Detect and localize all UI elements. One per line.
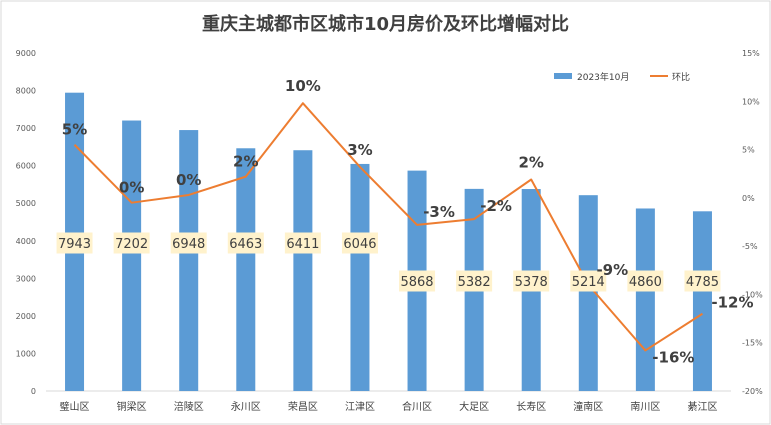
right-axis-tick-label: -10% xyxy=(742,290,763,299)
bar-value-label: 4785 xyxy=(686,275,719,290)
x-axis-category-label: 涪陵区 xyxy=(174,400,204,413)
bar-value-label: 7943 xyxy=(58,237,91,252)
x-axis-category-label: 璧山区 xyxy=(60,400,90,413)
bar-value-label: 5378 xyxy=(515,275,548,290)
line-data-label: -3% xyxy=(423,203,455,221)
bar-value-label-bg xyxy=(570,270,607,292)
bar-value-label-bg xyxy=(513,270,550,292)
bar xyxy=(122,120,142,391)
bar-value-label-bg xyxy=(684,270,721,292)
bar-value-label: 5382 xyxy=(458,275,491,290)
line-data-label: 2% xyxy=(233,153,258,171)
x-axis-category-label: 铜梁区 xyxy=(117,400,147,413)
line-data-label: -16% xyxy=(652,348,694,366)
bar-value-label-bg xyxy=(399,270,436,292)
left-axis-tick-label: 8000 xyxy=(16,87,36,96)
bar-value-label-bg xyxy=(341,232,378,254)
legend-label-line: 环比 xyxy=(672,71,690,83)
bar-value-label: 6948 xyxy=(172,237,205,252)
bar xyxy=(293,150,313,391)
left-axis-tick-label: 1000 xyxy=(16,349,36,358)
bar-value-label: 6463 xyxy=(229,237,262,252)
left-axis-tick-label: 3000 xyxy=(16,274,36,283)
bar-value-label-bg xyxy=(284,232,321,254)
bar-value-label: 5214 xyxy=(572,275,605,290)
left-axis-tick-label: 6000 xyxy=(16,162,36,171)
line-data-label: -2% xyxy=(480,197,512,215)
line-data-label: 0% xyxy=(176,171,201,189)
right-axis-tick-label: -20% xyxy=(742,387,763,396)
x-axis-category-label: 江津区 xyxy=(345,401,375,413)
bar-value-label-bg xyxy=(56,232,93,254)
left-axis-tick-label: 0 xyxy=(31,387,36,396)
line-data-label: -9% xyxy=(596,261,628,279)
bar-value-label-bg xyxy=(227,232,264,254)
bar-value-label-bg xyxy=(170,232,207,254)
bar-value-label-bg xyxy=(113,232,150,254)
right-axis-tick-label: 15% xyxy=(742,49,760,58)
bar-value-label: 5868 xyxy=(400,275,433,290)
line-data-label: 0% xyxy=(119,179,144,197)
bar-value-label-bg xyxy=(456,270,493,292)
x-axis-category-label: 长寿区 xyxy=(516,400,546,413)
left-axis-tick-label: 9000 xyxy=(16,49,36,58)
bar xyxy=(578,195,598,391)
x-axis-category-label: 大足区 xyxy=(459,400,489,413)
x-axis-category-label: 合川区 xyxy=(402,400,432,413)
legend-swatch-bar xyxy=(554,73,572,79)
right-axis-tick-label: 0% xyxy=(742,194,755,203)
line-data-label: 10% xyxy=(285,77,321,95)
line-series-mom xyxy=(73,102,703,352)
chart-title: 重庆主城都市区城市10月房价及环比增幅对比 xyxy=(201,14,570,35)
bar xyxy=(179,130,199,391)
x-axis-category-label: 潼南区 xyxy=(573,400,603,413)
right-axis-tick-label: -5% xyxy=(742,242,758,251)
line-data-label: 2% xyxy=(518,154,543,172)
left-axis-tick-label: 7000 xyxy=(16,124,36,133)
bar xyxy=(692,211,712,391)
left-axis-tick-label: 2000 xyxy=(16,312,36,321)
line-data-label: 5% xyxy=(62,121,87,139)
legend-label-bar: 2023年10月 xyxy=(577,71,629,83)
right-axis-tick-label: -15% xyxy=(742,339,763,348)
right-axis-tick-label: 10% xyxy=(742,97,760,106)
bar xyxy=(236,148,256,391)
bar-value-label: 6411 xyxy=(286,237,319,252)
x-axis-category-label: 南川区 xyxy=(630,400,660,413)
line-data-label: -12% xyxy=(711,294,753,312)
left-axis-tick-label: 4000 xyxy=(16,237,36,246)
bar-value-label: 7202 xyxy=(115,237,148,252)
bar xyxy=(350,163,370,391)
right-axis-tick-label: 5% xyxy=(742,146,755,155)
bar-value-label: 6046 xyxy=(343,237,376,252)
bar-value-label: 4860 xyxy=(629,275,662,290)
x-axis-category-label: 永川区 xyxy=(231,400,261,413)
left-axis-tick-label: 5000 xyxy=(16,199,36,208)
line-data-label: 3% xyxy=(347,141,372,159)
x-axis-category-label: 荣昌区 xyxy=(288,401,318,413)
bar-value-label-bg xyxy=(627,270,664,292)
x-axis-category-label: 綦江区 xyxy=(687,400,717,413)
